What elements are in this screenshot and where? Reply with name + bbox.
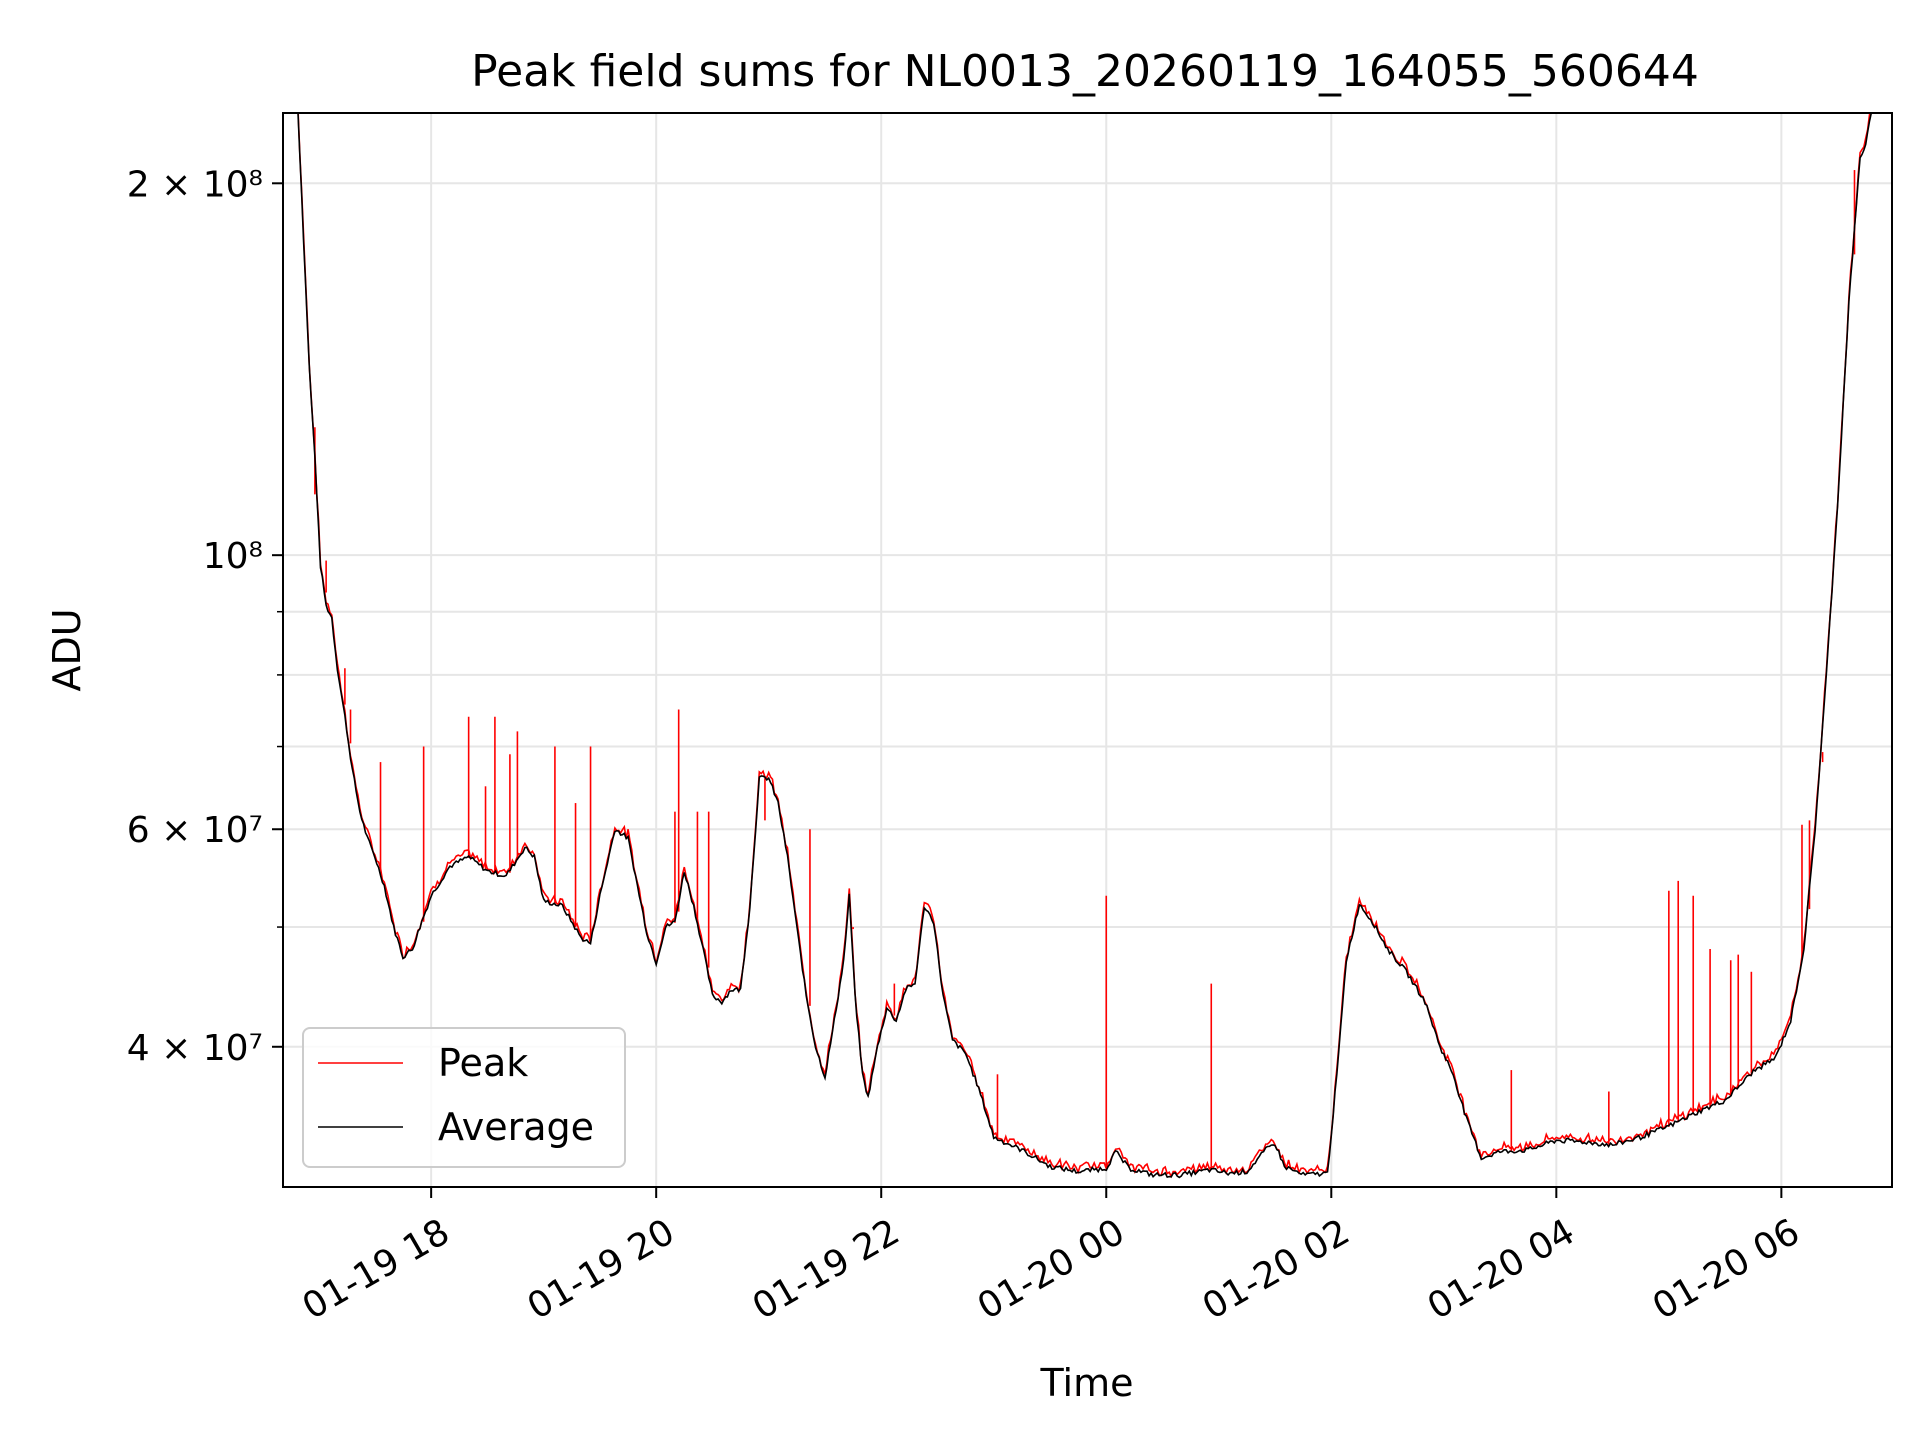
series-peak-line xyxy=(297,113,1871,1179)
y-axis-ticks: 4 × 10⁷ 6 × 10⁷ 10⁸ 2 × 10⁸ xyxy=(127,164,283,1069)
y-tick-label-2-10-: 2 × 10⁸ xyxy=(127,164,263,205)
y-axis-label: ADU xyxy=(45,608,89,691)
legend-label-peak: Peak xyxy=(438,1041,528,1085)
plot-frame xyxy=(282,112,1893,1188)
y-tick-label-4-10-: 4 × 10⁷ xyxy=(127,1028,263,1069)
x-axis-label: Time xyxy=(1040,1361,1134,1405)
series-layer xyxy=(297,113,1873,1179)
chart-title: Peak field sums for NL0013_20260119_1640… xyxy=(471,46,1699,97)
y-tick-label-10-: 10⁸ xyxy=(203,536,263,577)
series-average-line xyxy=(297,113,1873,1179)
legend-label-average: Average xyxy=(438,1105,594,1149)
legend: Peak Average xyxy=(302,1027,626,1168)
y-tick-label-6-10-: 6 × 10⁷ xyxy=(127,810,263,851)
